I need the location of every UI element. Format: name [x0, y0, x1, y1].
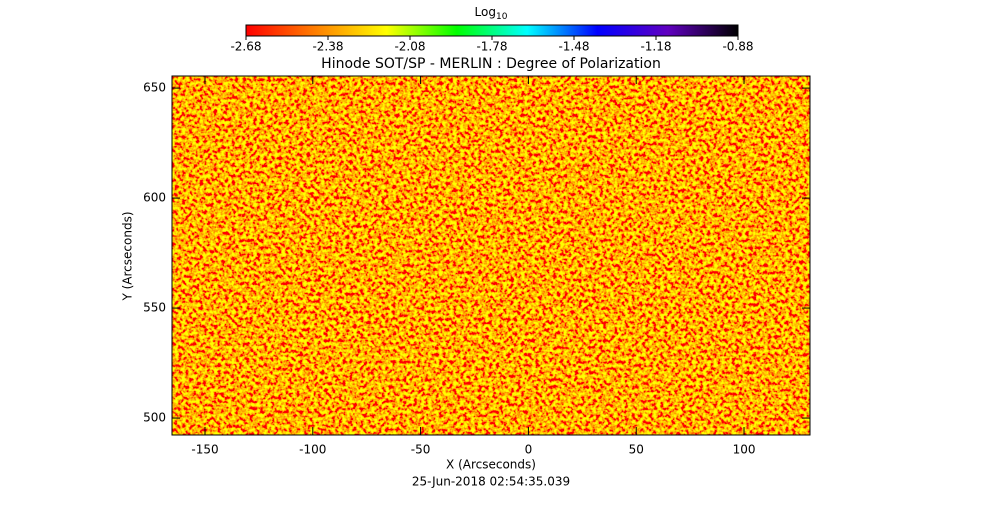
plot-frame — [171, 75, 811, 436]
x-tick-label: 0 — [525, 443, 533, 457]
x-tick-label: -150 — [191, 443, 218, 457]
y-tick-label: 500 — [143, 411, 166, 425]
colorbar — [245, 24, 739, 37]
colorbar-tick-label: -1.48 — [558, 40, 589, 54]
colorbar-tick-label: -2.68 — [230, 40, 261, 54]
colorbar-tick-label: -1.78 — [476, 40, 507, 54]
colorbar-tick-label: -2.38 — [312, 40, 343, 54]
x-tick-label: 50 — [629, 443, 644, 457]
colorbar-tick-label: -1.18 — [640, 40, 671, 54]
image-texture — [172, 76, 810, 435]
colorbar-tick-label: -2.08 — [394, 40, 425, 54]
chart-title: Hinode SOT/SP - MERLIN : Degree of Polar… — [321, 56, 661, 72]
x-tick-label: 100 — [733, 443, 756, 457]
x-axis-label: X (Arcseconds) — [446, 458, 536, 472]
colorbar-label-main: Log — [475, 5, 496, 19]
y-axis-label: Y (Arcseconds) — [121, 211, 135, 301]
x-tick-label: -100 — [299, 443, 326, 457]
y-tick-label: 550 — [143, 301, 166, 315]
x-tick-label: -50 — [411, 443, 431, 457]
date-label: 25-Jun-2018 02:54:35.039 — [412, 475, 570, 489]
colorbar-tick-label: -0.88 — [722, 40, 753, 54]
colorbar-label: Log10 — [475, 5, 508, 22]
colorbar-label-sub: 10 — [496, 12, 508, 22]
y-tick-label: 650 — [143, 81, 166, 95]
y-tick-label: 600 — [143, 191, 166, 205]
